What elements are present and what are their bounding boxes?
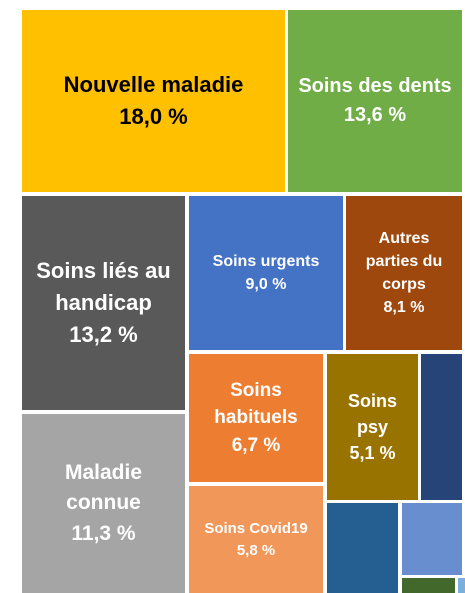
treemap-cell: Nouvelle maladie 18,0 %: [22, 10, 285, 192]
treemap-cell: [458, 578, 465, 593]
treemap-cell: Soins urgents 9,0 %: [189, 196, 343, 350]
cell-value: 9,0 %: [245, 276, 287, 293]
treemap-cell: [402, 578, 455, 593]
cell-value: 11,3 %: [71, 521, 136, 545]
cell-label: Maladie connue: [64, 460, 143, 515]
treemap-cell: [327, 503, 398, 593]
treemap-cell: Soins liés au handicap 13,2 %: [22, 196, 185, 410]
cell-label: Soins liés au handicap: [36, 258, 171, 316]
cell-label: Nouvelle maladie: [63, 72, 244, 98]
cell-value: 5,1 %: [349, 443, 396, 464]
treemap-cell: Autres parties du corps 8,1 %: [346, 196, 462, 350]
cell-label: Soins habituels: [214, 379, 298, 429]
treemap-cell: Soins des dents 13,6 %: [288, 10, 462, 192]
cell-label: Soins des dents: [298, 75, 452, 97]
treemap-cell: Maladie connue 11,3 %: [22, 414, 185, 593]
treemap-cell: [421, 354, 462, 500]
cell-label: Soins Covid19: [204, 519, 308, 537]
treemap-cell: Soins psy 5,1 %: [327, 354, 418, 500]
cell-value: 13,2 %: [69, 321, 138, 347]
cell-value: 18,0 %: [119, 104, 188, 129]
cell-label: Soins urgents: [212, 252, 320, 270]
cell-label: Soins psy: [347, 390, 397, 437]
cell-value: 6,7 %: [231, 434, 281, 456]
treemap-cell: Soins habituels 6,7 %: [189, 354, 323, 482]
treemap-cell: [402, 503, 462, 575]
cell-value: 5,8 %: [236, 541, 276, 559]
cell-value: 8,1 %: [383, 299, 425, 317]
cell-label: Autres parties du corps: [365, 229, 443, 293]
cell-value: 13,6 %: [343, 104, 407, 126]
treemap-cell: Soins Covid19 5,8 %: [189, 486, 323, 593]
